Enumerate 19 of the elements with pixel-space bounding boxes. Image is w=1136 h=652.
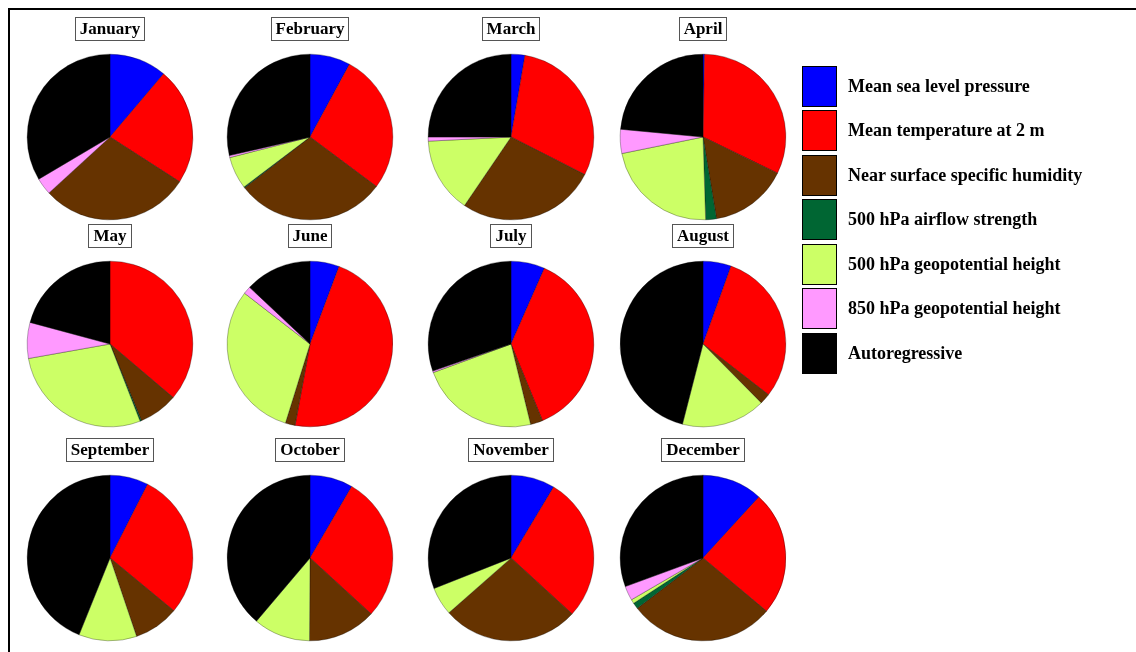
legend-label: 500 hPa geopotential height — [848, 253, 1061, 275]
chart-title: June — [287, 224, 333, 248]
chart-title: September — [65, 438, 155, 462]
chart-title: December — [661, 438, 745, 462]
chart-title: July — [490, 224, 532, 248]
chart-title: May — [88, 224, 132, 248]
chart-title: August — [672, 224, 734, 248]
chart-title: October — [275, 438, 345, 462]
chart-title: November — [468, 438, 554, 462]
legend-label: Near surface specific humidity — [848, 164, 1083, 186]
legend-label: 500 hPa airflow strength — [848, 209, 1038, 231]
chart-title: January — [74, 17, 146, 41]
chart-title: April — [678, 17, 728, 41]
legend-label: Autoregressive — [848, 342, 963, 364]
chart-title: March — [481, 17, 541, 41]
legend-label: 850 hPa geopotential height — [848, 298, 1061, 320]
chart-title: February — [270, 17, 350, 41]
legend-label: Mean sea level pressure — [848, 75, 1030, 97]
legend-label: Mean temperature at 2 m — [848, 120, 1045, 142]
